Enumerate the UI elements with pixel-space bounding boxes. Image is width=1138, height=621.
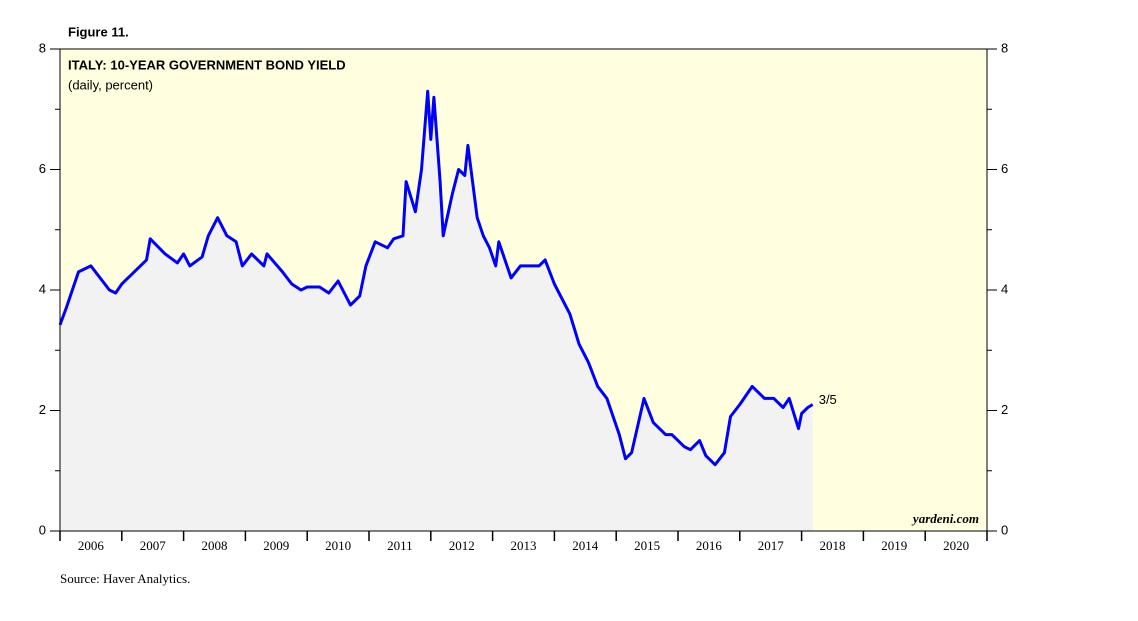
x-tick-label: 2014 xyxy=(572,538,599,553)
y-tick-label: 4 xyxy=(39,281,46,296)
line xyxy=(58,89,814,467)
y2-tick-label: 6 xyxy=(1001,161,1008,176)
x-tick-label: 2006 xyxy=(78,538,105,553)
y2-tick-label: 4 xyxy=(1001,281,1008,296)
x-tick-label: 2015 xyxy=(634,538,660,553)
end-label: 3/5 xyxy=(819,392,837,407)
x-tick-label: 2017 xyxy=(758,538,785,553)
source-note: Source: Haver Analytics. xyxy=(60,571,190,586)
x-tick-label: 2009 xyxy=(263,538,289,553)
y2-tick-label: 2 xyxy=(1001,402,1008,417)
y-tick-label: 0 xyxy=(39,522,46,537)
figure-label: Figure 11. xyxy=(68,24,129,39)
x-tick-label: 2016 xyxy=(696,538,723,553)
x-tick-label: 2020 xyxy=(943,538,969,553)
x-tick-label: 2018 xyxy=(820,538,846,553)
area xyxy=(60,91,813,531)
x-tick-label: 2011 xyxy=(387,538,413,553)
y-tick-label: 6 xyxy=(39,161,46,176)
y2-tick-label: 8 xyxy=(1001,40,1008,55)
x-tick-label: 2013 xyxy=(511,538,537,553)
x-tick-label: 2007 xyxy=(140,538,167,553)
y2-tick-label: 0 xyxy=(1001,522,1008,537)
y-tick-label: 2 xyxy=(39,402,46,417)
chart-subtitle: (daily, percent) xyxy=(68,77,153,92)
x-tick-label: 2019 xyxy=(881,538,907,553)
x-tick-label: 2008 xyxy=(202,538,228,553)
y-tick-label: 8 xyxy=(39,40,46,55)
chart-title: ITALY: 10-YEAR GOVERNMENT BOND YIELD xyxy=(68,57,346,72)
watermark: yardeni.com xyxy=(911,511,979,526)
x-tick-label: 2012 xyxy=(449,538,475,553)
x-tick-label: 2010 xyxy=(325,538,351,553)
